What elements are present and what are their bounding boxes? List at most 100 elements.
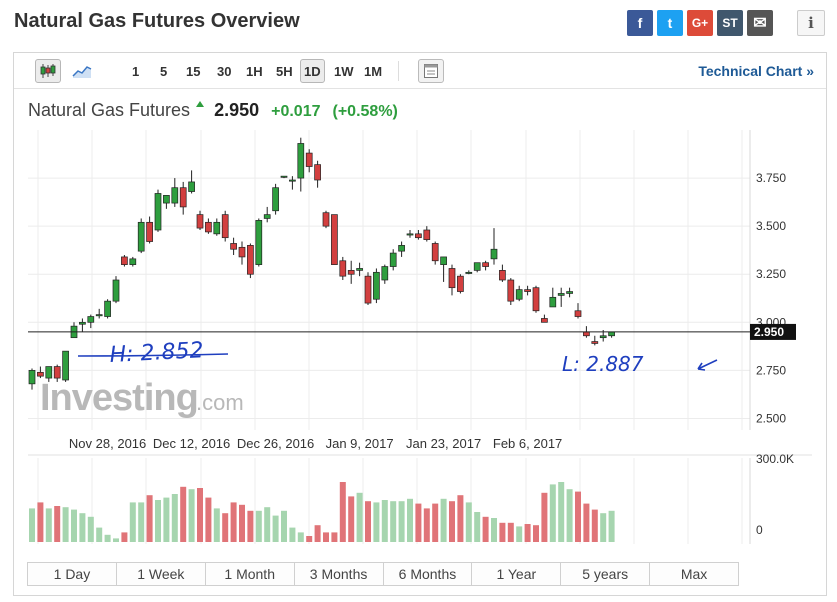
timeframe-1w[interactable]: 1W (334, 63, 354, 79)
candle-body (473, 262, 481, 271)
chart-grid (28, 130, 750, 544)
range-6-months[interactable]: 6 Months (383, 563, 473, 585)
y-tick-label: 2.750 (756, 363, 786, 377)
candle-body (398, 245, 405, 252)
candle-body (381, 266, 389, 281)
current-price-marker: 2.950 (28, 323, 796, 340)
candle-body (448, 268, 456, 289)
candle-body (389, 252, 397, 267)
candle-body (457, 275, 464, 292)
volume-bar (121, 532, 128, 542)
last-price: 2.950 (214, 100, 260, 120)
candle-body (179, 187, 187, 208)
candle-body (305, 152, 313, 167)
candles (28, 137, 615, 390)
candle-body (263, 214, 271, 219)
volume-bar (247, 510, 254, 542)
area-chart-icon[interactable] (69, 59, 95, 83)
timeframe-1d[interactable]: 1D (300, 59, 325, 83)
volume-bar (331, 532, 338, 542)
timeframe-1h[interactable]: 1H (246, 63, 263, 79)
volume-bar (356, 492, 363, 542)
timeframe-5h[interactable]: 5H (276, 63, 293, 79)
volume-bar (591, 509, 598, 542)
candle-body (314, 164, 321, 181)
volume-bar (465, 502, 472, 542)
volume-bar (415, 503, 422, 542)
candle-body (465, 271, 473, 274)
candle-body (129, 258, 137, 265)
candle-body (137, 221, 145, 252)
candle-body (37, 371, 44, 377)
timeframe-1[interactable]: 1 (132, 63, 140, 79)
google-plus-button[interactable]: G+ (687, 10, 713, 36)
candle-body (28, 370, 36, 385)
candle-body (499, 270, 506, 281)
volume-bar (281, 510, 287, 542)
range-1-day[interactable]: 1 Day (28, 563, 117, 585)
candle-body (171, 187, 179, 204)
candle-body (272, 187, 279, 212)
volume-bar (79, 513, 86, 542)
candle-body (549, 296, 557, 308)
chart-toolbar: 1 5 15 30 1H 5H 1D 1W 1M Technical Chart… (14, 53, 826, 89)
candlestick-icon[interactable] (35, 59, 61, 83)
timeframe-1m[interactable]: 1M (364, 63, 383, 79)
volume-bar (440, 498, 447, 542)
range-5-years[interactable]: 5 years (561, 563, 651, 585)
candle-body (583, 331, 590, 337)
volume-bar (608, 510, 615, 542)
x-tick-label: Feb 6, 2017 (493, 436, 562, 451)
instrument-name: Natural Gas Futures (28, 100, 191, 120)
technical-chart-link[interactable]: Technical Chart » (698, 63, 814, 79)
candle-body (566, 291, 573, 294)
timeframe-15[interactable]: 15 (186, 63, 201, 79)
twitter-button[interactable]: t (657, 10, 683, 36)
volume-bar (449, 501, 455, 542)
range-1-year[interactable]: 1 Year (472, 563, 562, 585)
email-button[interactable]: ✉ (747, 10, 773, 36)
candle-body (255, 220, 263, 265)
timeframe-5[interactable]: 5 (160, 63, 168, 79)
high-annotation: H: 2.852 (109, 338, 204, 368)
layout-icon[interactable] (418, 59, 444, 83)
volume-bar (482, 516, 489, 542)
range-max[interactable]: Max (650, 563, 738, 585)
candle-body (515, 289, 523, 300)
candle-body (490, 248, 498, 260)
volume-bar (264, 507, 271, 542)
facebook-button[interactable]: f (627, 10, 653, 36)
stocktwits-button[interactable]: ST (717, 10, 743, 36)
volume-bar (255, 510, 262, 542)
candle-body (347, 270, 355, 275)
range-3-months[interactable]: 3 Months (294, 563, 384, 585)
volume-bar (71, 509, 77, 542)
volume-bar (104, 534, 111, 542)
volume-bar (499, 522, 506, 542)
info-button[interactable]: i (797, 10, 825, 36)
candle-body (196, 214, 204, 229)
volume-bars (29, 482, 615, 542)
volume-bar (146, 495, 153, 542)
volume-bar (365, 501, 371, 542)
low-arrow (697, 359, 718, 371)
volume-bar (323, 532, 329, 542)
volume-bar (491, 518, 497, 542)
candle-body (154, 193, 162, 231)
candle-body (406, 233, 414, 236)
volume-bar (541, 492, 548, 542)
volume-bar (239, 504, 245, 542)
timeframe-30[interactable]: 30 (217, 63, 232, 79)
range-1-week[interactable]: 1 Week (116, 563, 206, 585)
candle-body (331, 214, 338, 265)
volume-bar (197, 488, 203, 542)
volume-bar (222, 513, 229, 542)
candle-body (415, 233, 422, 239)
range-1-month[interactable]: 1 Month (205, 563, 295, 585)
y-tick-label: 3.750 (756, 171, 786, 185)
candle-body (112, 279, 120, 302)
volume-bar (373, 502, 380, 542)
candle-body (532, 287, 540, 312)
